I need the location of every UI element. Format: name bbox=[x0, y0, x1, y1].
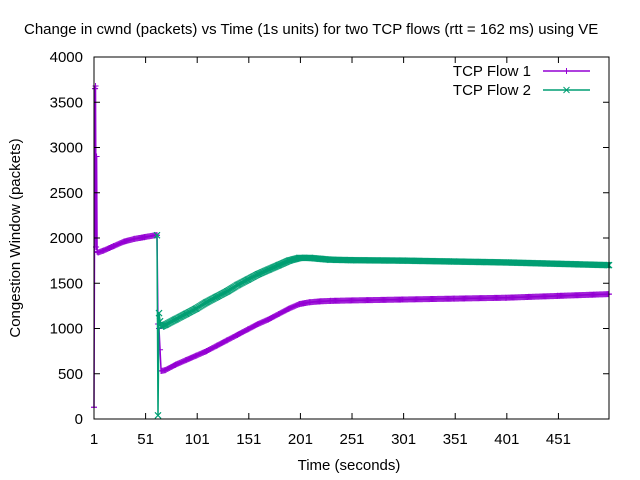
data-point bbox=[286, 305, 293, 312]
data-point bbox=[317, 298, 324, 305]
chart-title: Change in cwnd (packets) vs Time (1s uni… bbox=[24, 21, 598, 38]
data-point bbox=[296, 301, 303, 308]
data-point bbox=[265, 316, 272, 323]
data-point bbox=[244, 326, 251, 333]
data-point bbox=[306, 254, 314, 262]
x-tick-label: 351 bbox=[443, 431, 468, 448]
data-point bbox=[172, 361, 179, 368]
data-point bbox=[192, 305, 200, 312]
x-tick-label: 1 bbox=[90, 431, 98, 448]
x-axis-label: Time (seconds) bbox=[298, 457, 401, 474]
y-tick-label: 0 bbox=[75, 411, 83, 428]
data-point bbox=[157, 323, 165, 331]
legend-label: TCP Flow 2 bbox=[453, 82, 531, 99]
data-point bbox=[92, 85, 99, 92]
data-point bbox=[296, 254, 303, 262]
data-point bbox=[399, 257, 406, 264]
data-point bbox=[155, 309, 163, 317]
data-point bbox=[203, 348, 210, 355]
data-point bbox=[203, 298, 210, 306]
data-point bbox=[234, 331, 241, 338]
data-point bbox=[131, 235, 138, 242]
legend-marker bbox=[563, 86, 570, 94]
y-tick-label: 1000 bbox=[50, 321, 83, 338]
data-point bbox=[100, 247, 107, 254]
data-point bbox=[213, 293, 221, 301]
data-point bbox=[502, 294, 509, 301]
data-point bbox=[193, 352, 200, 359]
data-point bbox=[120, 238, 127, 245]
data-point bbox=[224, 337, 231, 344]
data-point bbox=[275, 261, 283, 269]
data-point bbox=[399, 296, 406, 303]
x-tick-label: 451 bbox=[546, 431, 571, 448]
data-point bbox=[93, 153, 100, 160]
data-point-marker bbox=[604, 261, 612, 269]
data-point bbox=[182, 357, 189, 364]
x-tick-label: 401 bbox=[494, 431, 519, 448]
data-point bbox=[213, 342, 220, 349]
data-point bbox=[450, 258, 458, 265]
x-tick-label: 51 bbox=[137, 431, 154, 448]
data-point bbox=[554, 260, 561, 268]
y-tick-label: 2000 bbox=[50, 230, 83, 247]
data-point bbox=[92, 82, 99, 89]
data-point bbox=[156, 317, 164, 325]
data-point bbox=[95, 249, 102, 256]
data-point bbox=[347, 256, 355, 264]
data-point bbox=[502, 259, 510, 266]
data-point bbox=[94, 248, 101, 255]
x-tick-label: 301 bbox=[391, 431, 416, 448]
data-point bbox=[162, 367, 169, 374]
y-tick-label: 4000 bbox=[50, 49, 83, 66]
data-point bbox=[265, 266, 272, 274]
y-tick-label: 3500 bbox=[50, 94, 83, 111]
data-point bbox=[223, 288, 231, 295]
data-point bbox=[451, 295, 458, 302]
data-point bbox=[347, 297, 354, 304]
legend: TCP Flow 1 TCP Flow 2 bbox=[453, 63, 590, 99]
data-point bbox=[153, 231, 161, 239]
data-point bbox=[255, 320, 262, 327]
series-1 bbox=[91, 82, 612, 411]
y-tick-label: 2500 bbox=[50, 185, 83, 202]
data-point bbox=[275, 311, 282, 318]
x-tick-label: 201 bbox=[288, 431, 313, 448]
data-point bbox=[285, 257, 293, 264]
data-point bbox=[141, 234, 148, 241]
x-tick-label: 101 bbox=[185, 431, 210, 448]
data-point bbox=[234, 281, 241, 289]
data-point bbox=[161, 321, 169, 329]
y-tick-label: 3000 bbox=[50, 140, 83, 157]
data-point bbox=[254, 270, 262, 278]
data-point bbox=[110, 243, 117, 250]
data-point bbox=[316, 255, 324, 263]
plot-lines bbox=[91, 82, 613, 419]
series-2 bbox=[153, 231, 613, 419]
x-tick-label: 251 bbox=[340, 431, 365, 448]
y-tick-label: 1500 bbox=[50, 275, 83, 292]
legend-marker bbox=[563, 68, 570, 74]
data-point bbox=[154, 412, 162, 419]
data-point bbox=[326, 256, 334, 264]
data-point bbox=[306, 299, 313, 306]
data-point bbox=[172, 316, 179, 323]
y-axis-label: Congestion Window (packets) bbox=[7, 138, 24, 337]
data-point bbox=[327, 297, 334, 304]
legend-label: TCP Flow 1 bbox=[453, 63, 531, 80]
data-point bbox=[554, 292, 561, 299]
data-point bbox=[244, 276, 252, 283]
y-tick-label: 500 bbox=[58, 366, 83, 383]
x-tick-label: 151 bbox=[236, 431, 261, 448]
series-line bbox=[93, 85, 610, 408]
data-point bbox=[182, 310, 190, 318]
data-point-marker bbox=[602, 261, 610, 269]
